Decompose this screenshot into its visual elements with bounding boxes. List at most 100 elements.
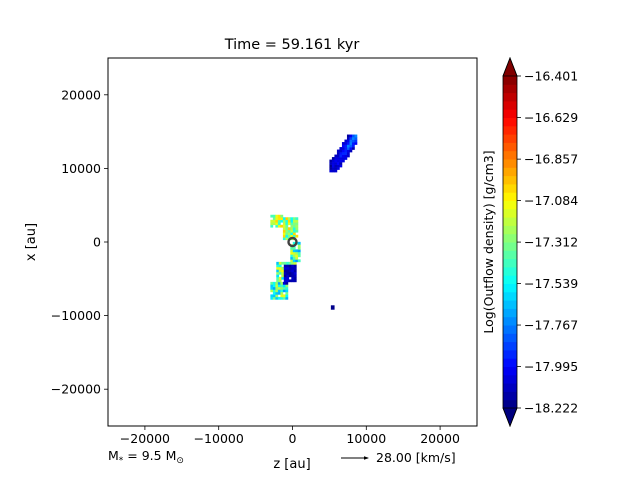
density-cell <box>341 144 345 148</box>
density-cell <box>272 294 276 298</box>
colorbar-band <box>503 134 517 143</box>
y-tick-label: 0 <box>93 235 101 250</box>
density-cell <box>277 217 281 221</box>
density-cell <box>295 249 299 253</box>
density-cell <box>292 249 296 253</box>
density-cell <box>339 152 343 155</box>
density-cell <box>336 159 340 163</box>
density-cell <box>288 269 292 273</box>
density-cell <box>292 259 296 263</box>
density-cell <box>281 261 285 265</box>
density-cell <box>293 276 297 280</box>
y-axis-ticks: −20000 −10000 0 10000 20000 <box>51 87 108 397</box>
density-cell <box>286 261 290 265</box>
density-cell <box>346 152 350 155</box>
density-cell <box>336 154 340 158</box>
density-cell <box>349 137 353 140</box>
density-cell <box>295 256 299 260</box>
density-cell <box>285 227 289 231</box>
density-cell <box>287 229 291 233</box>
density-cell <box>341 152 345 155</box>
y-tick-label: 10000 <box>61 161 101 176</box>
density-cell <box>280 224 284 228</box>
density-cell <box>290 227 294 231</box>
density-cell <box>334 169 338 173</box>
density-cell <box>291 266 295 270</box>
y-tick-label: 20000 <box>61 87 101 102</box>
density-cell <box>285 289 289 293</box>
density-cell <box>280 217 284 221</box>
density-cell <box>336 167 340 170</box>
colorbar-tick-label: −17.767 <box>524 318 578 333</box>
density-cell <box>282 284 286 288</box>
density-cell <box>339 149 343 153</box>
colorbar-tick-label: −18.222 <box>524 401 578 416</box>
density-cell <box>270 214 274 218</box>
density-cell <box>282 286 286 290</box>
density-cell <box>349 144 353 148</box>
density-cell <box>336 162 340 165</box>
density-cell <box>286 274 290 278</box>
density-cell <box>285 217 289 221</box>
colorbar-band <box>503 316 517 326</box>
density-cell <box>285 291 289 295</box>
density-cell <box>346 144 350 148</box>
density-cell <box>285 234 289 238</box>
density-cell <box>291 274 295 278</box>
density-cell <box>288 264 292 268</box>
plot-area <box>270 134 358 310</box>
density-cell <box>290 224 294 228</box>
density-cell <box>336 157 340 160</box>
velocity-scale-label: 28.00 [km/s] <box>376 450 456 465</box>
density-cell <box>277 224 281 228</box>
density-cell <box>283 269 287 273</box>
density-cell <box>272 222 276 226</box>
density-cell <box>354 134 358 138</box>
density-cell <box>275 284 279 288</box>
density-cell <box>344 152 348 155</box>
density-cell <box>290 219 294 223</box>
density-cell <box>349 149 353 153</box>
density-cell <box>272 296 276 300</box>
density-cell <box>276 274 280 278</box>
density-cell <box>334 157 338 160</box>
density-cell <box>346 154 350 158</box>
density-cell <box>331 159 335 163</box>
colorbar-band <box>503 341 517 351</box>
density-cell <box>292 234 296 238</box>
density-cell <box>288 271 292 275</box>
colorbar-band <box>503 125 517 135</box>
density-cell <box>282 237 286 241</box>
density-cell <box>292 251 296 255</box>
plot-frame <box>107 57 478 427</box>
density-cell <box>351 134 355 138</box>
density-cell <box>281 269 285 273</box>
density-cell <box>282 281 286 285</box>
density-cell <box>282 296 286 300</box>
density-cell <box>293 266 297 270</box>
density-cell <box>346 139 350 143</box>
density-cell <box>281 271 285 275</box>
density-cell <box>292 241 296 245</box>
density-cell <box>330 305 335 310</box>
density-cell <box>336 149 340 153</box>
density-cell <box>283 279 287 283</box>
density-cell <box>285 224 289 228</box>
x-tick-label: 10000 <box>346 431 386 446</box>
density-cell <box>293 271 297 275</box>
density-cell <box>275 217 279 221</box>
colorbar-band <box>503 250 517 260</box>
density-cell <box>276 266 280 270</box>
density-cell <box>277 291 281 295</box>
density-cell <box>291 279 295 283</box>
density-cell <box>288 279 292 283</box>
colorbar-band <box>503 333 517 343</box>
density-cell <box>282 232 286 236</box>
density-cell <box>297 246 301 250</box>
density-cell <box>286 276 290 280</box>
density-cell <box>344 142 348 145</box>
density-cell <box>285 294 289 298</box>
density-cell <box>277 214 281 218</box>
density-cell <box>346 134 350 138</box>
y-tick-label: −20000 <box>51 382 101 397</box>
